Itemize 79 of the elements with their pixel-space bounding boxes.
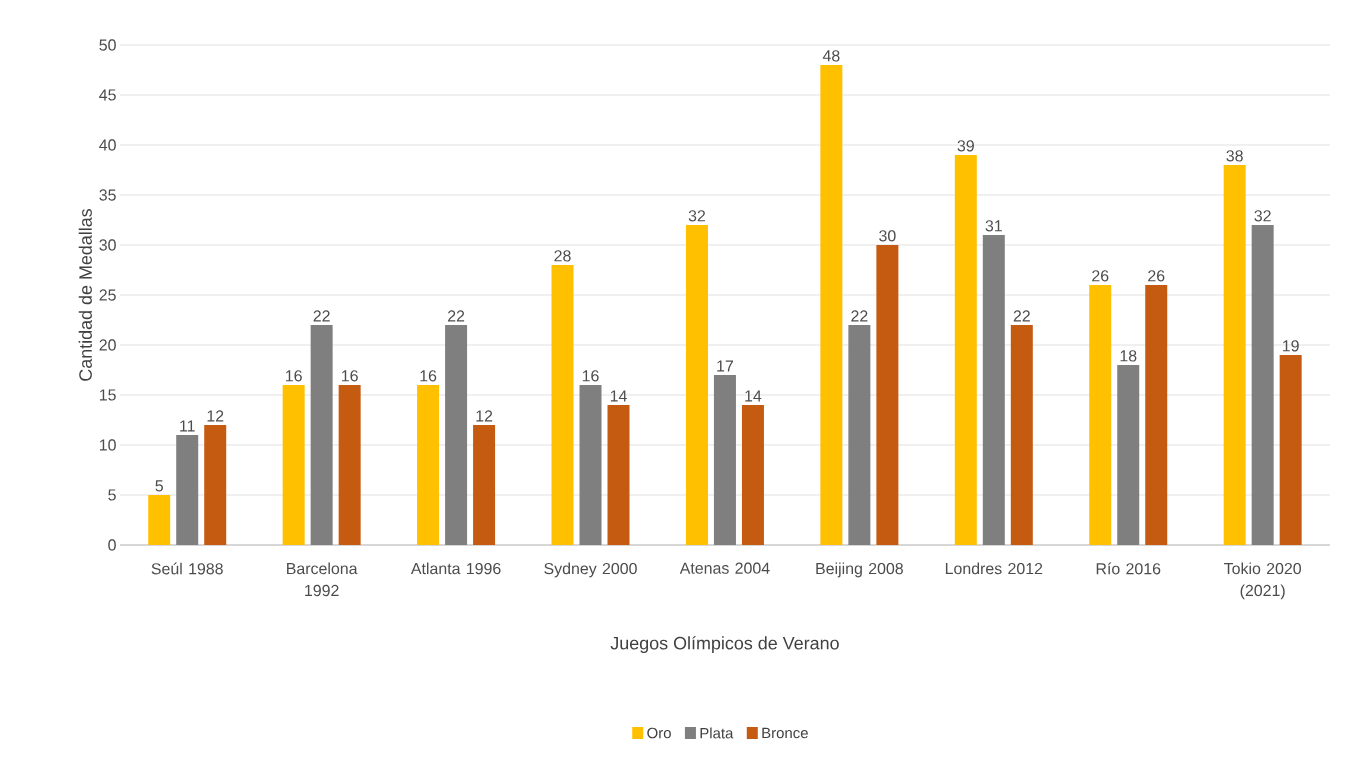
bar [176,435,199,545]
y-tick-label: 50 [99,39,116,51]
bar [445,325,468,545]
bar [1089,285,1112,545]
legend-label: Plata [700,727,734,739]
data-label: 14 [745,390,762,402]
data-label: 22 [313,310,330,322]
data-label: 31 [985,220,1002,232]
data-label: 16 [342,370,358,382]
bar [473,425,496,545]
bar [1279,355,1302,545]
y-tick-label: 25 [99,289,116,301]
bar [310,325,333,545]
legend-label: Bronce [762,727,808,739]
y-tick-label: 45 [99,89,116,101]
bar [1251,225,1274,545]
data-label: 48 [822,50,840,62]
bar [1010,325,1033,545]
data-label: 32 [1254,210,1271,222]
bar [741,405,764,545]
bar [848,325,871,545]
y-tick-label: 40 [99,139,116,151]
bar [954,155,977,545]
bar [876,245,899,545]
x-tick-label: Sydney 2000 [544,562,637,578]
data-label: 28 [554,250,571,262]
x-tick-label: Londres 2012 [945,562,1043,575]
data-label: 32 [688,210,705,222]
bar [820,65,843,545]
data-label: 16 [420,370,437,382]
data-label: 14 [610,390,627,402]
data-label: 12 [207,410,224,422]
bar [607,405,630,545]
bar [982,235,1005,545]
bar [1145,285,1168,545]
data-label: 18 [1120,350,1137,362]
x-tick-label: Atenas 2004 [679,562,770,574]
y-axis-title: Cantidad de Medallas [78,208,92,381]
bar [148,495,171,545]
y-tick-label: 30 [99,239,116,251]
data-label: 39 [957,140,974,152]
x-tick-label: Río 2016 [1096,562,1161,575]
legend-label: Oro [647,727,671,739]
x-tick-label: Tokio 2020 (2021) [1224,562,1302,600]
bar [1117,365,1140,545]
x-tick-label: Barcelona 1992 [287,562,358,597]
y-tick-label: 0 [108,539,116,551]
data-label: 22 [851,310,868,322]
bar [685,225,708,545]
y-tick-label: 5 [108,489,116,501]
bar [417,385,440,545]
y-tick-label: 35 [99,189,116,201]
data-label: 30 [879,230,896,242]
data-label: 26 [1092,270,1109,282]
bar [713,375,736,545]
data-label: 38 [1226,150,1243,162]
data-label: 11 [180,420,195,432]
y-tick-label: 15 [99,389,116,401]
x-axis-title: Juegos Olímpicos de Verano [610,636,839,654]
data-label: 5 [155,480,163,492]
data-label: 22 [448,310,465,322]
bar [579,385,602,545]
bar [551,265,574,545]
y-tick-label: 10 [99,439,116,451]
data-label: 16 [582,370,599,382]
data-label: 22 [1013,310,1030,322]
data-label: 17 [717,360,733,372]
x-tick-label: Seúl 1988 [151,562,223,575]
y-tick-label: 20 [99,339,116,351]
data-label: 26 [1148,270,1165,282]
bar [338,385,361,545]
data-label: 16 [286,370,302,382]
data-label: 12 [476,410,493,422]
data-label: 19 [1283,340,1299,352]
bar [1223,165,1246,545]
bar [204,425,227,545]
bar [282,385,305,545]
x-tick-label: Atlanta 1996 [410,562,501,575]
x-tick-label: Beijing 2008 [816,562,903,578]
